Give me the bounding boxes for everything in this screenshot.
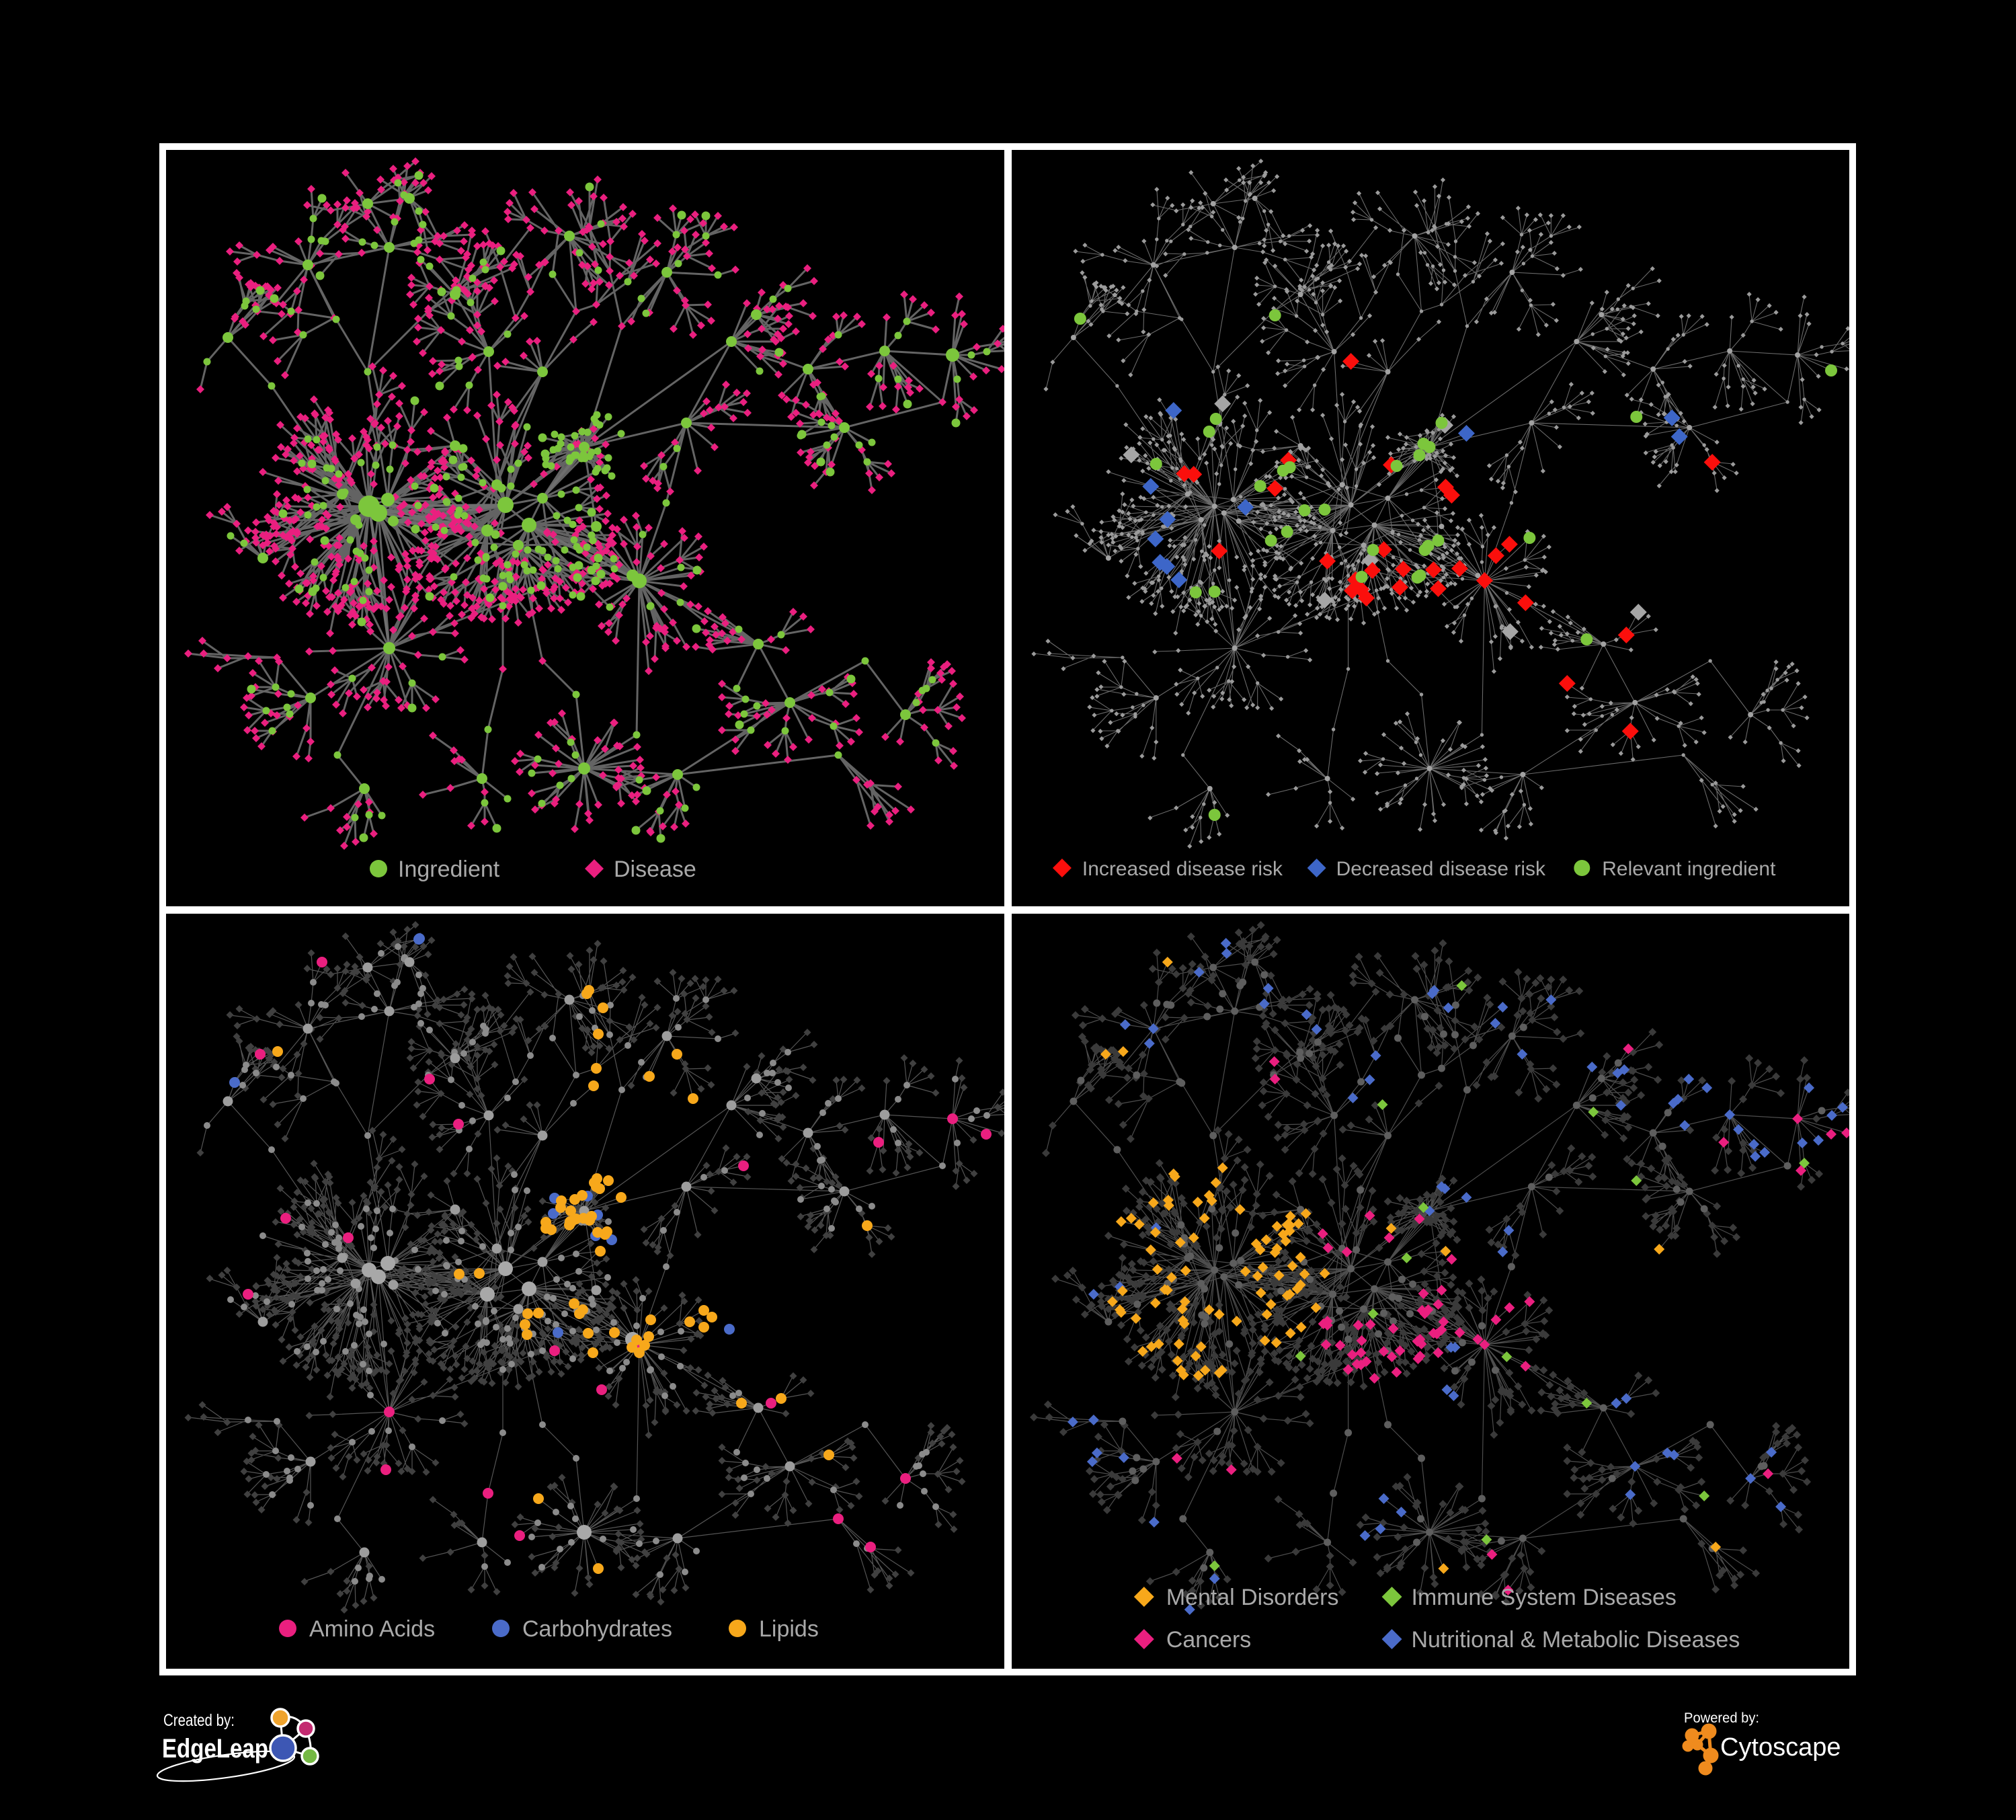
svg-text:Disease: Disease bbox=[614, 857, 696, 882]
svg-text:Created by:: Created by: bbox=[163, 1711, 235, 1730]
svg-text:Increased disease risk: Increased disease risk bbox=[1082, 858, 1283, 880]
svg-text:Cancers: Cancers bbox=[1166, 1627, 1251, 1653]
svg-text:Powered by:: Powered by: bbox=[1684, 1710, 1759, 1726]
svg-text:Lipids: Lipids bbox=[759, 1616, 819, 1642]
svg-text:Amino Acids: Amino Acids bbox=[309, 1616, 435, 1642]
svg-text:EdgeLeap: EdgeLeap bbox=[162, 1734, 268, 1764]
svg-text:Relevant ingredient: Relevant ingredient bbox=[1602, 858, 1776, 880]
svg-text:Cytoscape: Cytoscape bbox=[1720, 1733, 1841, 1762]
svg-text:Immune System Diseases: Immune System Diseases bbox=[1412, 1585, 1677, 1610]
svg-text:Nutritional & Metabolic Diseas: Nutritional & Metabolic Diseases bbox=[1412, 1627, 1740, 1653]
svg-text:Decreased disease risk: Decreased disease risk bbox=[1336, 858, 1546, 880]
svg-text:Mental Disorders: Mental Disorders bbox=[1166, 1585, 1339, 1610]
svg-text:Ingredient: Ingredient bbox=[398, 857, 500, 882]
svg-text:Carbohydrates: Carbohydrates bbox=[522, 1616, 672, 1642]
